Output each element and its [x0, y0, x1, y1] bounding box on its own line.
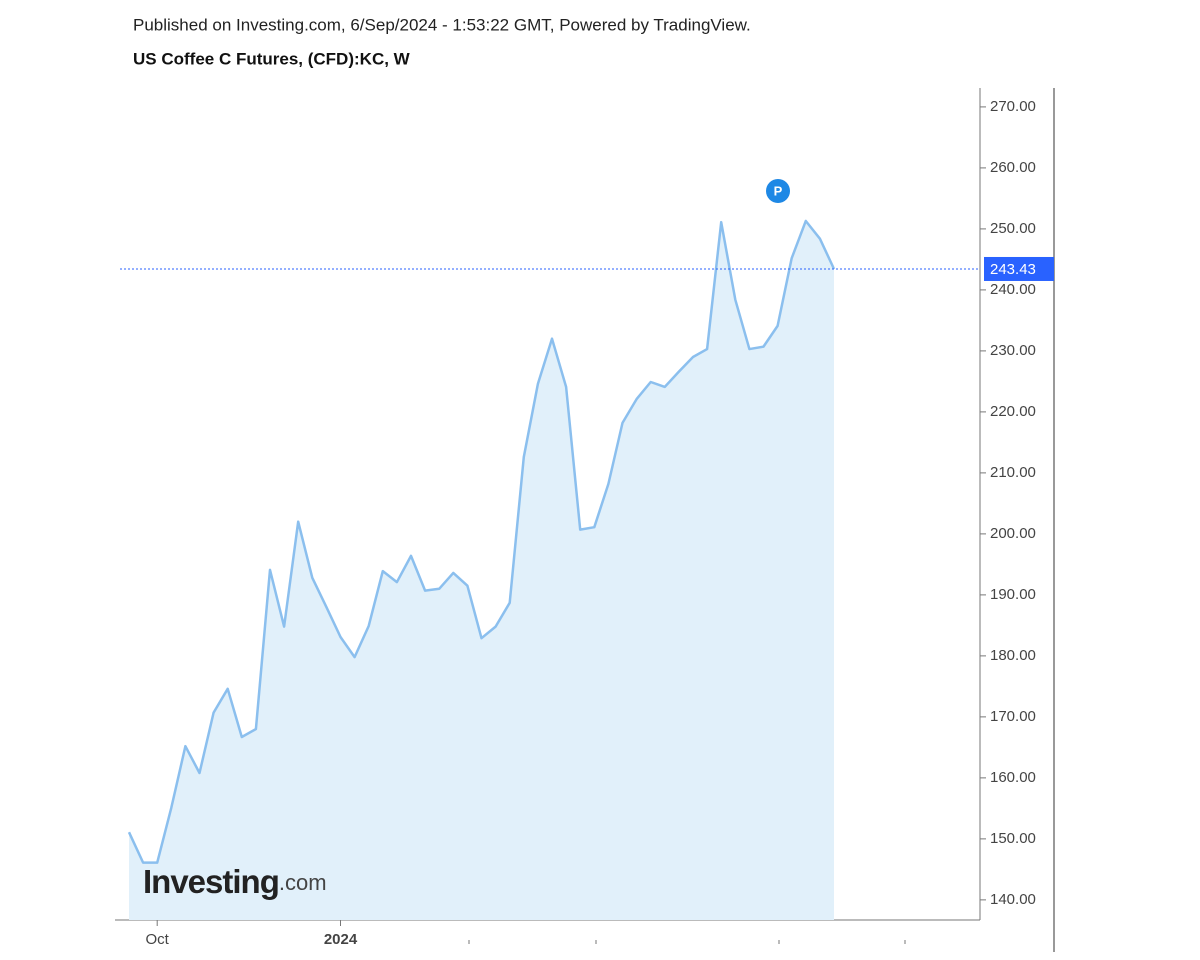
subtitle: Published on Investing.com, 6/Sep/2024 -…: [133, 15, 751, 34]
y-tick-label: 190.00: [990, 586, 1036, 603]
x-tick-label: 2024: [324, 931, 358, 948]
line: [127, 219, 836, 864]
y-tick-label: 220.00: [990, 403, 1036, 420]
chart-title: US Coffee C Futures, (CFD):KC, W: [133, 49, 411, 68]
y-tick-label: 180.00: [990, 647, 1036, 664]
area-fill: [129, 220, 834, 920]
watermark-brand: Investing: [143, 863, 279, 900]
y-tick-label: 150.00: [990, 830, 1036, 847]
y-tick-label: 260.00: [990, 159, 1036, 176]
watermark-suffix: .com: [279, 870, 327, 895]
price-label: 243.43: [990, 261, 1036, 278]
y-tick-label: 250.00: [990, 220, 1036, 237]
y-tick-label: 160.00: [990, 769, 1036, 786]
x-ticks-decor: [468, 940, 906, 944]
y-tick-label: 170.00: [990, 708, 1036, 725]
y-tick-label: 210.00: [990, 464, 1036, 481]
y-tick-label: 140.00: [990, 891, 1036, 908]
y-tick-label: 270.00: [990, 98, 1036, 115]
event-marker-label: P: [774, 183, 783, 198]
price-box: [984, 256, 1054, 281]
y-tick-label: 200.00: [990, 525, 1036, 542]
watermark: Investing.com: [143, 863, 327, 900]
x-tick-label: Oct: [146, 931, 170, 948]
y-tick-label: 240.00: [990, 281, 1036, 298]
y-tick-label: 230.00: [990, 342, 1036, 359]
event-marker: [766, 179, 790, 203]
